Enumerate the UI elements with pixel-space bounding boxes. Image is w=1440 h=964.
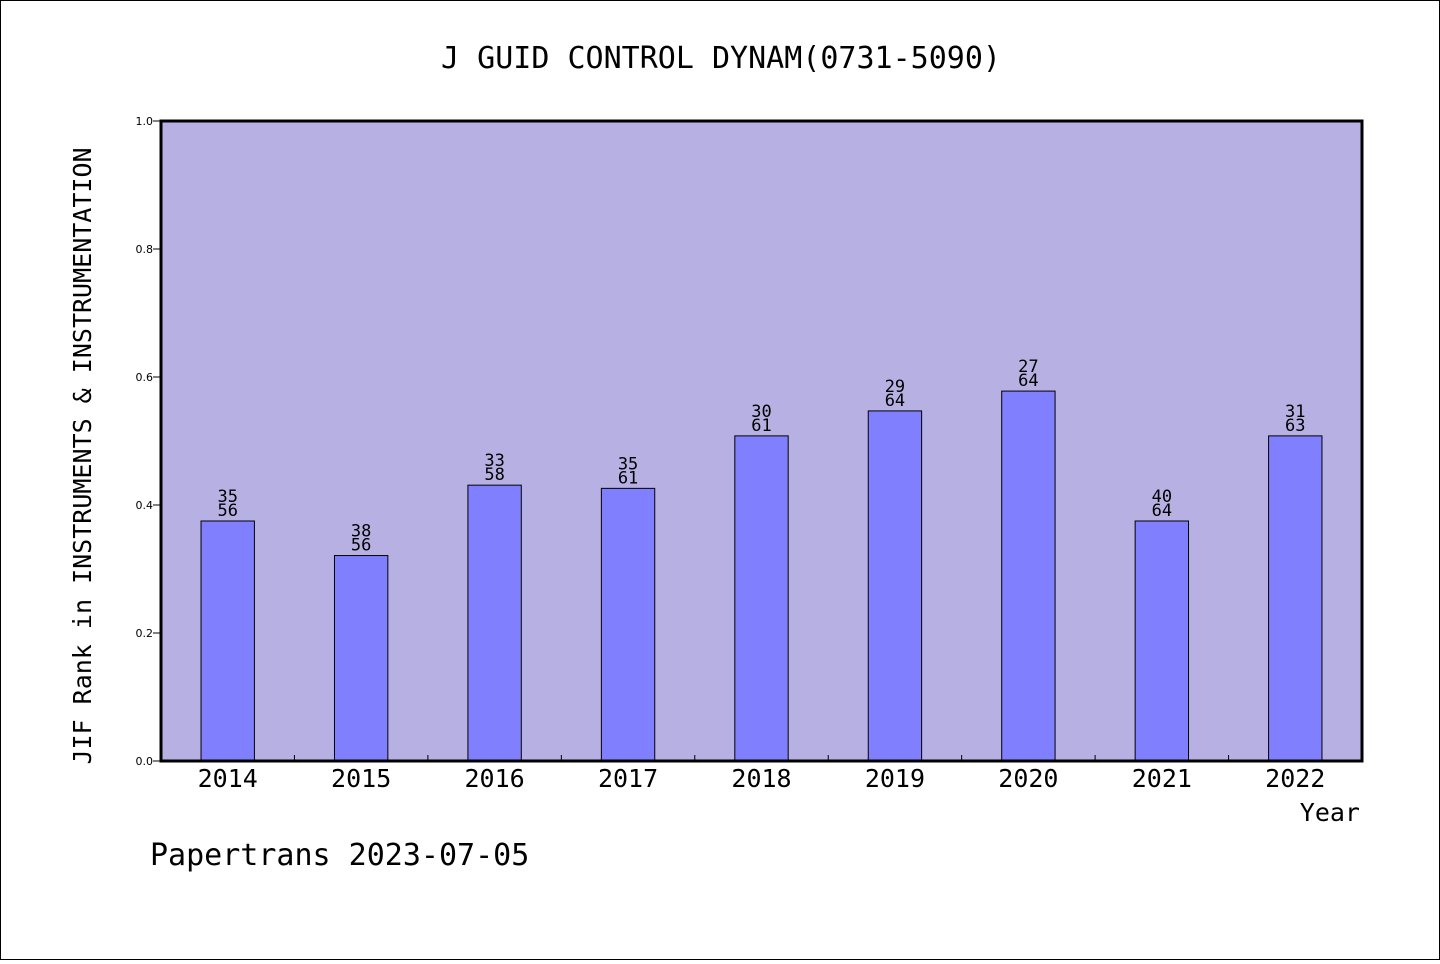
bar-label-total: 56: [351, 536, 371, 556]
bar-2020: [1001, 390, 1056, 762]
bar-2015: [333, 555, 389, 762]
y-tick-label: 0.6: [136, 371, 154, 384]
x-tick-label: 2014: [198, 764, 258, 793]
bar-label-rank: 30: [751, 402, 771, 422]
bar-label-rank: 35: [217, 487, 237, 507]
bar-label-total: 61: [618, 468, 638, 488]
x-tick-label: 2018: [731, 764, 791, 793]
bar-label-total: 64: [1018, 371, 1038, 391]
bars-group: [200, 390, 1323, 762]
bar-label-rank: 38: [351, 522, 371, 542]
bar-label-total: 56: [217, 501, 237, 521]
bar-label-total: 64: [885, 391, 905, 411]
x-axis-label: Year: [1300, 798, 1360, 827]
x-tick-label: 2015: [331, 764, 391, 793]
bar-label-total: 58: [484, 465, 504, 485]
bar-label-rank: 40: [1152, 487, 1172, 507]
y-tick-label: 0.0: [136, 755, 154, 768]
bar-2016: [467, 484, 522, 762]
x-tick-label: 2020: [998, 764, 1058, 793]
x-tick-label: 2016: [465, 764, 525, 793]
bar-2021: [1134, 520, 1190, 762]
y-axis-label: JIF Rank in INSTRUMENTS & INSTRUMENTATIO…: [68, 147, 97, 764]
bar-2019: [867, 410, 923, 762]
y-axis-ticks: 0.0 0.2 0.4 0.6 0.8 1.0: [136, 115, 161, 768]
y-tick-label: 0.2: [136, 627, 154, 640]
bar-label-rank: 29: [885, 377, 905, 397]
bar-label-total: 63: [1285, 416, 1305, 436]
x-tick-label: 2017: [598, 764, 658, 793]
bar-label-rank: 33: [484, 451, 504, 471]
bar-2017: [600, 487, 656, 762]
bar-2018: [734, 435, 789, 762]
bar-label-rank: 35: [618, 454, 638, 474]
x-tick-label: 2019: [865, 764, 925, 793]
bar-2014: [200, 520, 255, 762]
bar-label-total: 64: [1152, 501, 1172, 521]
x-tick-label: 2021: [1132, 764, 1192, 793]
plot-border: [159, 119, 1364, 763]
y-tick-label: 0.8: [136, 243, 154, 256]
x-axis-ticks: 2014 2015 2016 2017 2018 2019 2020 2021 2022: [198, 755, 1325, 793]
bar-label-total: 61: [751, 416, 771, 436]
chart-title: J GUID CONTROL DYNAM(0731-5090): [441, 41, 1001, 76]
bar-label-rank: 27: [1018, 357, 1038, 377]
bar-label-rank: 31: [1285, 402, 1305, 422]
footer-credit: Papertrans 2023-07-05: [150, 838, 529, 873]
x-tick-label: 2022: [1265, 764, 1325, 793]
y-tick-label: 0.4: [136, 499, 154, 512]
y-tick-label: 1.0: [136, 115, 154, 128]
bar-2022: [1268, 435, 1323, 762]
